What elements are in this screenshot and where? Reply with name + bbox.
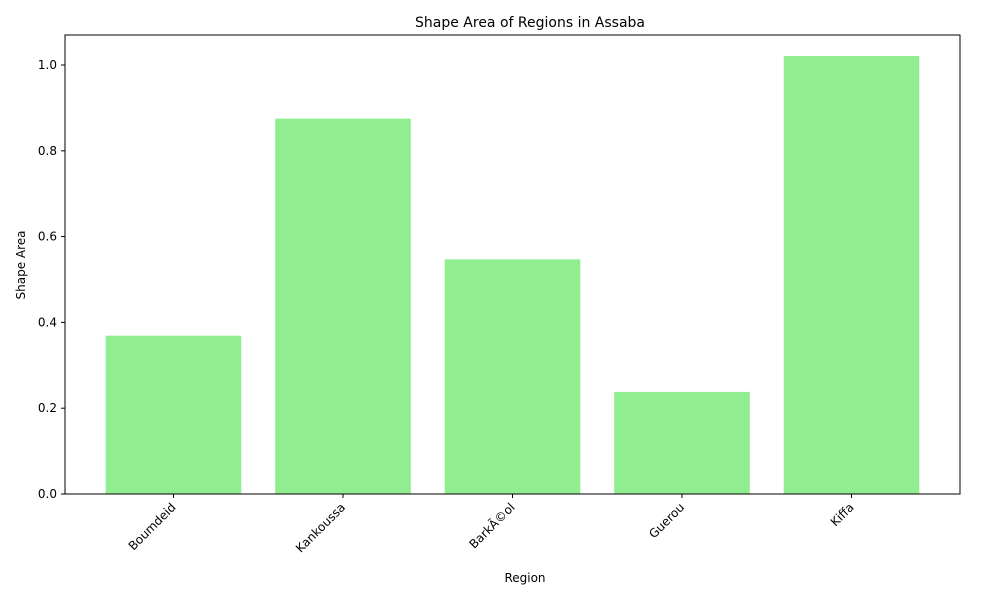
bar-0 bbox=[105, 335, 242, 494]
x-tick-label-2: BarkÃ©ol bbox=[466, 500, 518, 552]
y-axis-title: Shape Area bbox=[14, 230, 28, 299]
bar-4 bbox=[783, 56, 920, 495]
y-tick-label-3: 0.6 bbox=[38, 230, 57, 244]
x-tick-label-1: Kankoussa bbox=[293, 500, 348, 555]
y-tick-label-2: 0.4 bbox=[38, 315, 57, 329]
bar-2 bbox=[444, 259, 581, 494]
y-tick-label-5: 1.0 bbox=[38, 58, 57, 72]
y-tick-label-1: 0.2 bbox=[38, 401, 57, 415]
x-axis-title: Region bbox=[504, 571, 545, 585]
y-tick-label-4: 0.8 bbox=[38, 144, 57, 158]
y-tick-label-0: 0.0 bbox=[38, 487, 57, 501]
chart-title: Shape Area of Regions in Assaba bbox=[415, 15, 645, 31]
bars-group bbox=[105, 56, 920, 495]
x-axis: Boumdeid Kankoussa BarkÃ©ol Guerou Kiffa bbox=[126, 494, 857, 555]
x-tick-label-0: Boumdeid bbox=[126, 500, 179, 553]
x-tick-label-3: Guerou bbox=[646, 500, 687, 541]
x-tick-label-4: Kiffa bbox=[828, 500, 857, 529]
bar-3 bbox=[614, 391, 750, 494]
bar-1 bbox=[275, 118, 411, 494]
plot-frame bbox=[64, 34, 961, 495]
y-axis: 0.0 0.2 0.4 0.6 0.8 1.0 bbox=[38, 58, 65, 501]
